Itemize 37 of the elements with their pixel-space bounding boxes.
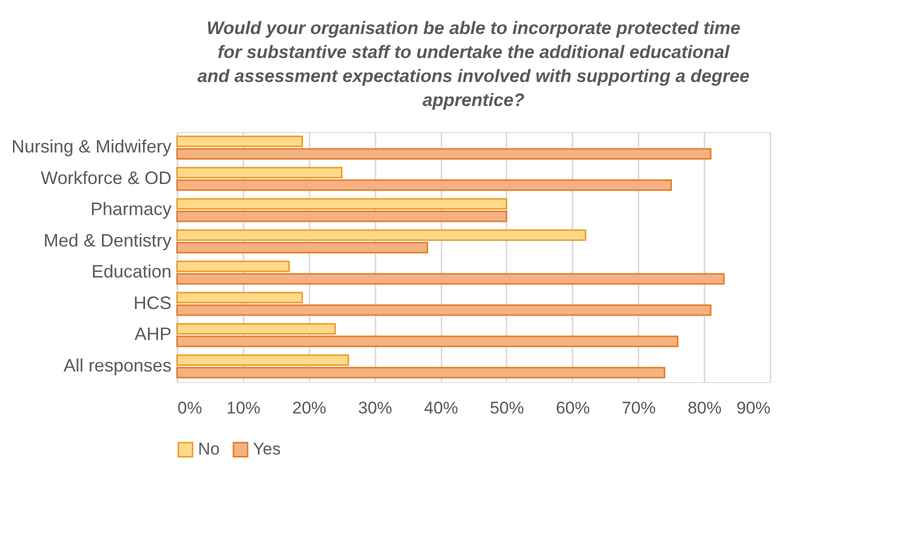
y-tick-label: AHP — [134, 324, 172, 344]
legend-label: Yes — [253, 440, 281, 459]
bar — [176, 273, 725, 285]
bar — [176, 242, 428, 254]
bar — [176, 260, 290, 272]
x-tick-label: 60% — [556, 398, 590, 418]
bar — [176, 229, 586, 241]
y-tick-label: Nursing & Midwifery — [11, 136, 172, 157]
x-tick-label: 70% — [622, 398, 656, 418]
x-tick-label: 40% — [424, 398, 458, 418]
y-tick-label: Education — [91, 262, 172, 282]
chart-title: Would your organisation be able to incorporate protected time for substantive staff to undertake the additional educational and assessment expectations involved with supporting a degree apprentice? — [197, 18, 750, 110]
x-tick-label: 30% — [358, 398, 392, 418]
x-tick-label: 50% — [490, 398, 524, 418]
bar — [176, 136, 303, 148]
bar — [176, 166, 342, 178]
y-tick-label: All responses — [63, 355, 172, 376]
y-tick-label: Med & Dentistry — [43, 230, 172, 250]
bar — [176, 292, 303, 304]
bar — [176, 304, 712, 316]
y-tick-label: Workforce & OD — [40, 168, 172, 188]
bar — [176, 179, 672, 191]
x-tick-label: 90% — [736, 398, 770, 418]
bar — [176, 354, 350, 366]
bar — [176, 323, 336, 335]
x-tick-label: 0% — [178, 398, 202, 418]
y-tick-label: Pharmacy — [90, 199, 172, 220]
bar — [176, 210, 508, 222]
bar — [176, 148, 712, 160]
x-tick-label: 80% — [688, 398, 722, 418]
x-tick-label: 10% — [226, 398, 260, 418]
y-tick-label: HCS — [133, 292, 172, 313]
x-tick-label: 20% — [292, 398, 326, 418]
bar — [176, 198, 508, 210]
bar — [176, 336, 679, 348]
legend-label: No — [198, 440, 220, 459]
bar — [176, 366, 666, 378]
